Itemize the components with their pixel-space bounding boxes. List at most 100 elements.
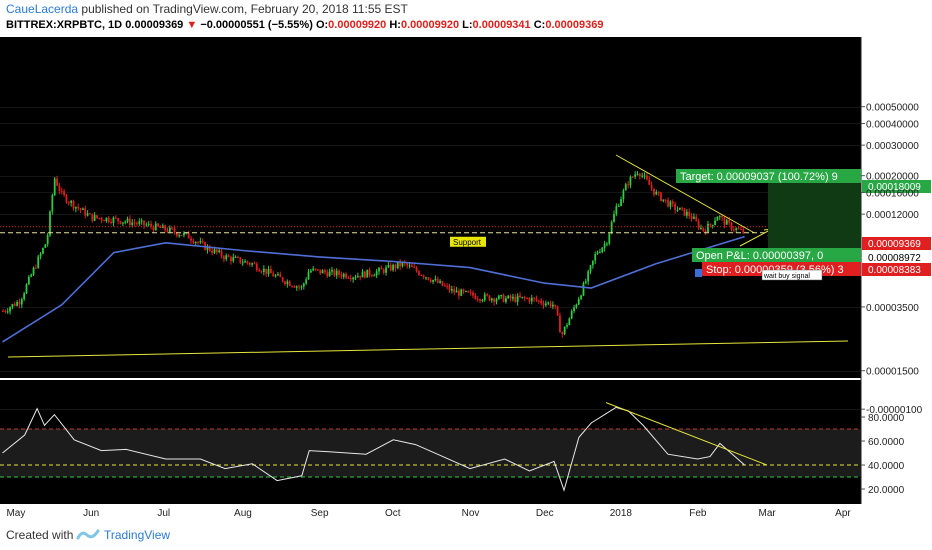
candle-body: [4, 311, 7, 313]
candle-body: [314, 268, 317, 270]
candle-body: [462, 289, 465, 292]
candle-body: [537, 300, 540, 302]
y-tick-label: 0.00016000: [866, 188, 919, 199]
last-price: 0.00009369: [125, 19, 184, 31]
price-tag-box: [862, 263, 931, 276]
close-label: C:: [533, 19, 546, 31]
candle-body: [552, 304, 554, 307]
candle-body: [2, 311, 4, 313]
candle-body: [603, 244, 606, 248]
candle-body: [429, 279, 432, 282]
candle-body: [509, 295, 512, 299]
candle-body: [79, 208, 82, 210]
candle-body: [460, 289, 463, 296]
candle-body: [472, 292, 474, 296]
x-tick-label: Nov: [462, 508, 480, 519]
candle-body: [624, 184, 627, 191]
candle-body: [674, 203, 676, 210]
candle-body: [110, 221, 112, 223]
candle-body: [497, 295, 500, 300]
candle-body: [98, 217, 101, 219]
price-change: −0.00000551 (−5.55%): [200, 19, 313, 31]
chart-area[interactable]: Support Target: 0.00009037 (100.72%) 9 Ope…: [0, 37, 932, 520]
candle-body: [540, 300, 543, 304]
candle-body: [319, 269, 322, 274]
candle-body: [373, 275, 376, 277]
open-label: O:: [315, 19, 329, 31]
candle-body: [359, 275, 362, 278]
candle-body: [399, 262, 402, 267]
candle-body: [584, 281, 587, 284]
candle-body: [458, 290, 460, 296]
candle-body: [53, 178, 56, 196]
author-link[interactable]: CaueLacerda: [6, 2, 79, 16]
y-tick-label: 0.00020000: [866, 172, 919, 183]
candle-body: [114, 217, 117, 219]
price-tag-box: [862, 180, 931, 193]
candle-body: [566, 325, 568, 327]
candle-body: [650, 184, 653, 189]
candle-body: [251, 263, 253, 265]
candle-body: [100, 218, 103, 221]
rsi-y-tick-label: 60.0000: [868, 437, 905, 448]
candle-body: [702, 227, 705, 231]
candle-body: [693, 216, 695, 219]
candle-body: [450, 289, 453, 291]
candle-body: [716, 216, 719, 221]
candle-body: [570, 311, 573, 319]
rsi-y-tick-label: 20.0000: [868, 485, 905, 496]
candle-body: [394, 264, 397, 269]
candle-body: [234, 256, 237, 258]
candle-body: [190, 238, 192, 241]
candle-body: [326, 272, 329, 277]
candle-body: [164, 225, 167, 231]
candle-body: [241, 262, 244, 264]
candle-body: [227, 255, 230, 257]
candle-body: [622, 190, 625, 200]
candle-body: [18, 301, 21, 305]
candle-body: [453, 289, 456, 293]
candle-body: [265, 268, 268, 274]
candle-body: [143, 220, 145, 226]
candle-body: [512, 296, 514, 299]
symbol-label: BITTREX:XRPBTC, 1D: [6, 19, 123, 31]
price-tag-box: [862, 251, 931, 264]
rsi-line: [2, 402, 768, 492]
ma-line: [2, 235, 745, 343]
y-tick-label: 0.00040000: [866, 119, 919, 130]
candle-body: [606, 243, 608, 245]
open-value: 0.00009920: [328, 19, 387, 31]
candle-body: [324, 270, 326, 273]
candle-body: [617, 205, 620, 207]
candle-body: [427, 277, 430, 280]
candle-body: [309, 270, 312, 273]
y-tick-label: 0.00001500: [866, 367, 919, 378]
candle-body: [345, 273, 347, 278]
rsi-y-tick-label: 80.0000: [868, 413, 905, 424]
candle-body: [199, 241, 202, 243]
candle-body: [483, 294, 486, 300]
candle-body: [342, 273, 345, 277]
candle-body: [714, 220, 716, 225]
candle-body: [740, 229, 742, 231]
candle-body: [39, 253, 42, 257]
candle-body: [467, 290, 470, 293]
target-zone: [768, 183, 861, 252]
publish-info: CaueLacerda published on TradingView.com…: [6, 2, 408, 16]
candle-body: [443, 285, 446, 287]
candle-body: [91, 213, 94, 221]
time-axis: [0, 504, 932, 520]
candle-body: [176, 232, 178, 236]
candle-body: [681, 207, 684, 209]
candles: [2, 171, 745, 338]
y-tick-label: 0.00012000: [866, 210, 919, 221]
candle-body: [166, 230, 169, 232]
candle-body: [519, 295, 521, 298]
candle-body: [676, 209, 679, 211]
low-label: L:: [462, 19, 473, 31]
candle-body: [521, 296, 524, 298]
candle-body: [361, 271, 364, 278]
tradingview-link[interactable]: TradingView: [104, 528, 171, 542]
candle-body: [302, 283, 305, 287]
x-tick-label: Mar: [758, 508, 776, 519]
